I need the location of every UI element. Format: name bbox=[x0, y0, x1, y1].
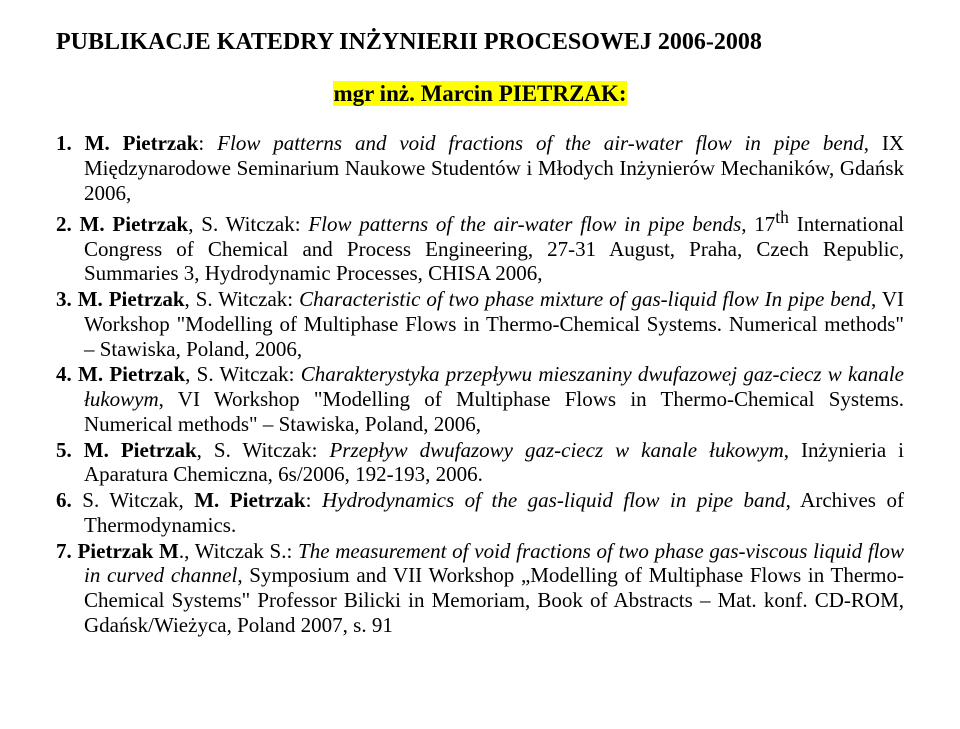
author-name: Marcin PIETRZAK: bbox=[421, 81, 627, 106]
publication-list: 1. M. Pietrzak: Flow patterns and void f… bbox=[56, 131, 904, 637]
list-item: 5. M. Pietrzak, S. Witczak: Przepływ dwu… bbox=[56, 438, 904, 488]
separator: ., Witczak S.: bbox=[179, 539, 298, 563]
publication-title: Flow patterns of the air-water flow in p… bbox=[308, 212, 741, 236]
separator: , S. Witczak: bbox=[185, 287, 300, 311]
author-bold: M. Pietrzak bbox=[85, 131, 199, 155]
list-item: 3. M. Pietrzak, S. Witczak: Characterist… bbox=[56, 287, 904, 361]
item-number: 4. bbox=[56, 362, 72, 386]
list-item: 6. S. Witczak, M. Pietrzak: Hydrodynamic… bbox=[56, 488, 904, 538]
publication-title: Characteristic of two phase mixture of g… bbox=[299, 287, 871, 311]
author-bold: M. Pietrzak bbox=[84, 438, 197, 462]
list-item: 2. M. Pietrzak, S. Witczak: Flow pattern… bbox=[56, 207, 904, 286]
item-number: 6. bbox=[56, 488, 72, 512]
separator: : bbox=[198, 131, 217, 155]
publication-title: Flow patterns and void fractions of the … bbox=[217, 131, 864, 155]
author-bold: M. Pietrzak bbox=[194, 488, 305, 512]
publication-title: Przepływ dwufazowy gaz-ciecz w kanale łu… bbox=[329, 438, 783, 462]
separator: : bbox=[306, 488, 322, 512]
publication-rest: , VI Workshop "Modelling of Multiphase F… bbox=[84, 387, 904, 436]
author-bold: M. Pietrzak bbox=[80, 212, 189, 236]
author-prefix: mgr inż. bbox=[333, 81, 420, 106]
item-number: 1. bbox=[56, 131, 72, 155]
author-line: mgr inż. Marcin PIETRZAK: bbox=[56, 80, 904, 107]
item-number: 2. bbox=[56, 212, 72, 236]
publication-title: Hydrodynamics of the gas-liquid flow in … bbox=[322, 488, 786, 512]
separator: , S. Witczak: bbox=[188, 212, 308, 236]
author-highlight: mgr inż. Marcin PIETRZAK: bbox=[333, 81, 626, 106]
list-item: 1. M. Pietrzak: Flow patterns and void f… bbox=[56, 131, 904, 205]
list-item: 7. Pietrzak M., Witczak S.: The measurem… bbox=[56, 539, 904, 638]
author-bold: Pietrzak M bbox=[77, 539, 178, 563]
item-number: 3. bbox=[56, 287, 72, 311]
pre-text: S. Witczak, bbox=[82, 488, 194, 512]
superscript: th bbox=[775, 207, 789, 227]
publication-rest1: , 17 bbox=[741, 212, 775, 236]
item-number: 5. bbox=[56, 438, 72, 462]
item-number: 7. bbox=[56, 539, 72, 563]
separator: , S. Witczak: bbox=[197, 438, 330, 462]
author-bold: M. Pietrzak bbox=[78, 287, 185, 311]
author-bold: M. Pietrzak bbox=[78, 362, 185, 386]
document-title: PUBLIKACJE KATEDRY INŻYNIERII PROCESOWEJ… bbox=[56, 28, 904, 56]
list-item: 4. M. Pietrzak, S. Witczak: Charakteryst… bbox=[56, 362, 904, 436]
separator: , S. Witczak: bbox=[185, 362, 301, 386]
